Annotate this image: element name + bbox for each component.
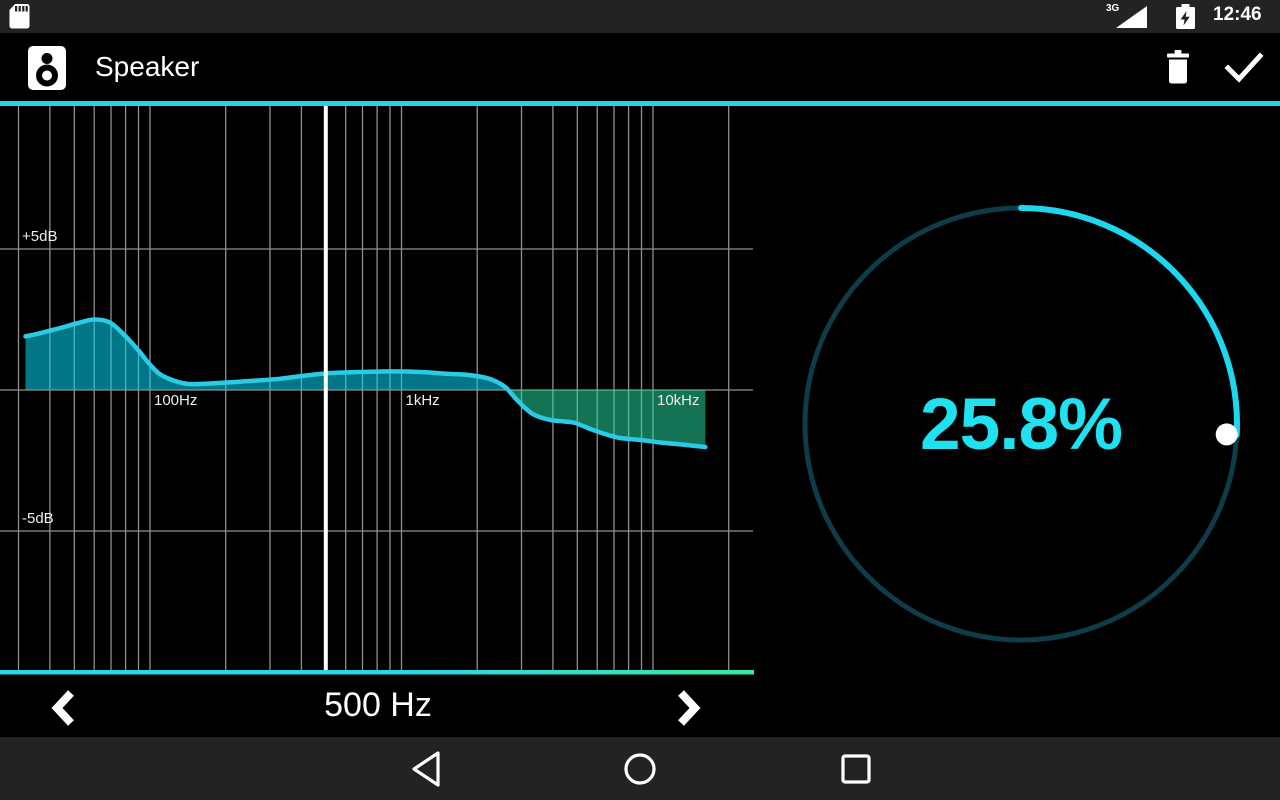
chevron-right-icon: [678, 690, 701, 726]
recents-icon: [841, 754, 871, 784]
previous-frequency-button[interactable]: [44, 686, 84, 730]
y-axis-label: -5dB: [22, 510, 54, 527]
delete-preset-button[interactable]: [1154, 33, 1202, 101]
cellular-signal-icon: [1116, 6, 1147, 28]
status-bar: 3G 12:46: [0, 0, 1280, 33]
gain-dial-panel: 25.8%: [756, 106, 1280, 737]
eq-frequency-chart[interactable]: +5dB -5dB 100Hz 1kHz 10kHz: [0, 106, 756, 676]
gain-dial[interactable]: [791, 194, 1251, 654]
frequency-selector: 500 Hz: [0, 676, 756, 737]
navigation-bar: [0, 737, 1280, 800]
clock: 12:46: [1213, 4, 1262, 25]
dial-progress-arc: [1018, 205, 1240, 438]
trash-icon: [1167, 50, 1189, 84]
response-curve[interactable]: [23, 317, 708, 450]
check-icon: [1224, 52, 1264, 83]
chevron-left-icon: [51, 690, 74, 726]
home-icon: [624, 753, 656, 785]
dial-handle[interactable]: [1215, 423, 1238, 446]
page-title: Speaker: [95, 51, 200, 82]
nav-home-button[interactable]: [608, 745, 672, 793]
chart-baseline: [0, 670, 754, 675]
sd-card-icon: [9, 4, 30, 29]
confirm-button[interactable]: [1220, 33, 1268, 101]
accent-divider: [0, 101, 1280, 106]
nav-recents-button[interactable]: [824, 745, 888, 793]
speaker-logo-icon: [28, 46, 66, 90]
x-axis-label: 10kHz: [657, 392, 700, 409]
selected-frequency-label: 500 Hz: [324, 686, 432, 724]
x-axis-label: 100Hz: [154, 392, 197, 409]
app-bar: Speaker: [0, 33, 1280, 101]
x-axis-label: 1kHz: [406, 392, 440, 409]
battery-charging-icon: [1176, 4, 1195, 29]
frequency-cursor-line[interactable]: [323, 106, 328, 670]
nav-back-button[interactable]: [395, 745, 459, 793]
next-frequency-button[interactable]: [668, 686, 708, 730]
y-axis-label: +5dB: [22, 228, 57, 245]
network-type-label: 3G: [1106, 3, 1120, 14]
back-icon: [412, 751, 440, 787]
cut-fill: [507, 390, 706, 447]
